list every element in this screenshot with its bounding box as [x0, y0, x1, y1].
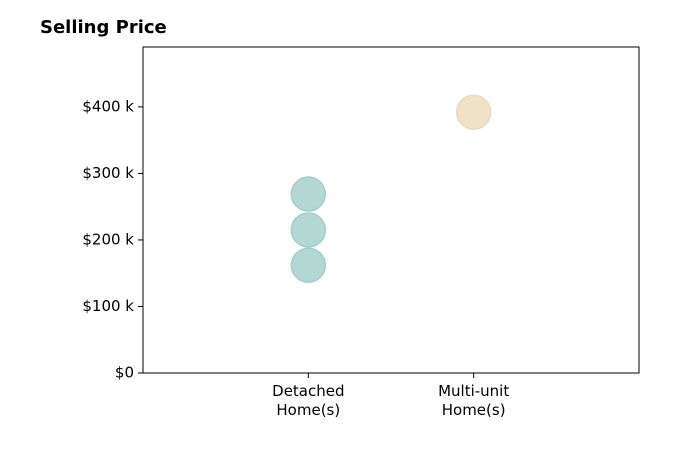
y-tick-label: $0: [115, 364, 134, 382]
x-tick-label: Multi-unit Home(s): [438, 382, 510, 419]
point: [290, 176, 327, 212]
x-tick-label: Detached Home(s): [272, 382, 345, 419]
y-tick-label: $100 k: [82, 297, 134, 315]
chart-title: Selling Price: [40, 17, 167, 38]
point: [455, 94, 492, 130]
point: [290, 247, 327, 283]
point: [290, 212, 327, 248]
plot-frame: [142, 46, 640, 374]
y-tick-label: $400 k: [82, 97, 134, 115]
y-tick-label: $200 k: [82, 230, 134, 248]
y-tick-label: $300 k: [82, 164, 134, 182]
